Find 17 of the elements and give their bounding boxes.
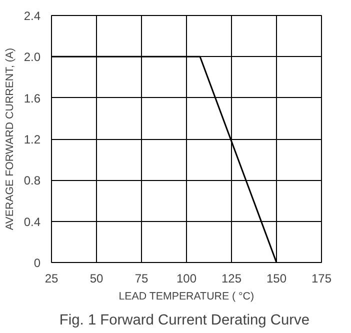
- x-tick-label: 75: [134, 272, 148, 286]
- x-axis-title: LEAD TEMPERATURE ( °C): [118, 290, 254, 302]
- x-tick-label: 150: [266, 272, 287, 286]
- x-tick-label: 25: [44, 272, 58, 286]
- y-tick-label: 1.2: [24, 132, 41, 146]
- text: Fig. 1 Forward Current Derating Curve: [59, 312, 310, 328]
- y-tick-label: 2.0: [24, 50, 41, 64]
- x-tick-label: 50: [90, 272, 104, 286]
- x-tick-label: 100: [176, 272, 197, 286]
- y-tick-label: 1.6: [24, 91, 41, 106]
- y-tick-label: 2.4: [24, 9, 41, 23]
- y-tick-label: 0.4: [24, 214, 41, 229]
- x-tick-label: 125: [221, 272, 242, 286]
- x-tick-label: 175: [311, 272, 332, 286]
- y-axis-title: AVERAGE FORWARD CURRENT, (A): [4, 48, 16, 230]
- y-tick-label: 0.8: [24, 174, 41, 188]
- y-tick-label: 0: [34, 256, 41, 270]
